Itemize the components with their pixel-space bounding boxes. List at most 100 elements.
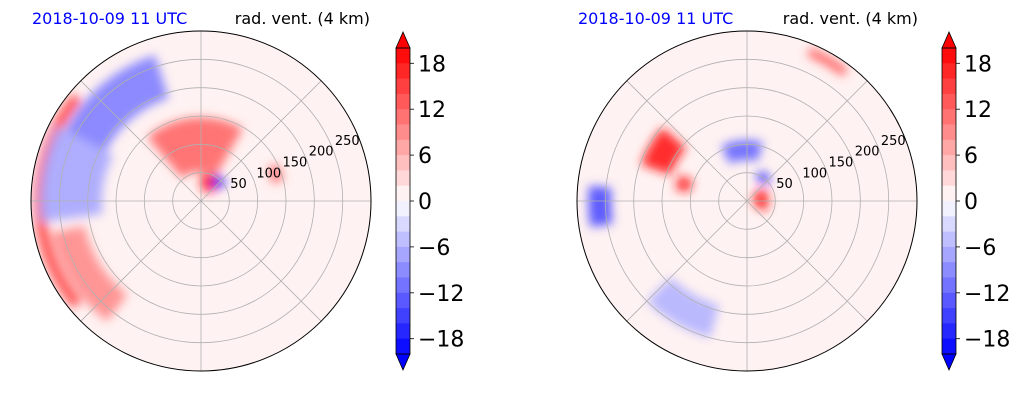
colorbar-level-17 — [942, 308, 956, 324]
polar-grid-1 — [577, 31, 917, 371]
colorbar-tick-label-4: 6 — [964, 144, 978, 169]
colorbar-level-12 — [942, 231, 956, 248]
inbound-echo-6 — [39, 126, 113, 223]
title-left-1: 2018-10-09 11 UTC — [578, 9, 733, 28]
inbound-echo-7 — [210, 173, 227, 190]
colorbar-level-14 — [942, 262, 956, 278]
colorbar-level-4 — [942, 109, 956, 125]
colorbar-level-8 — [396, 170, 410, 187]
colorbar-tick-label-2: −6 — [964, 236, 996, 261]
colorbar-level-11 — [396, 216, 410, 232]
polar-panel-right: 2018-10-09 11 UTC rad. vent. (4 km) 50 10… — [576, 9, 1010, 372]
colorbar-level-16 — [396, 292, 410, 309]
colorbar-level-5 — [942, 124, 956, 141]
colorbar-tick-label-0: −18 — [964, 328, 1010, 353]
r-tick-label-3: 200 — [855, 145, 880, 160]
colorbar-tick-label-5: 12 — [418, 98, 446, 123]
colorbar-level-4 — [396, 109, 410, 125]
colorbar-extend-max — [395, 31, 411, 49]
outbound-echo-4 — [33, 93, 82, 309]
outbound-echo-0 — [641, 127, 687, 175]
grid-spoke-225 — [626, 200, 748, 322]
title-left-0: 2018-10-09 11 UTC — [32, 9, 187, 28]
grid-spoke-225 — [80, 200, 202, 322]
colorbar-level-7 — [942, 155, 956, 171]
outbound-echo-2 — [752, 187, 769, 212]
colorbar-level-3 — [942, 93, 956, 110]
colorbar-level-8 — [942, 170, 956, 187]
colorbar-level-7 — [396, 155, 410, 171]
r-tick-label-2: 150 — [283, 156, 308, 171]
polar-frame-1 — [576, 30, 918, 372]
colorbar-1: −18 −12 −6 0 6 12 18 — [941, 31, 1010, 371]
grid-spoke-315 — [746, 200, 868, 322]
grid-spoke-135 — [626, 80, 748, 202]
colorbar-level-11 — [942, 216, 956, 232]
r-tick-label-1: 100 — [802, 166, 827, 181]
title-right-1: rad. vent. (4 km) — [783, 9, 918, 28]
colorbar-level-6 — [396, 139, 410, 156]
colorbar-tick-label-1: −12 — [418, 282, 464, 307]
colorbar-tick-label-5: 12 — [964, 98, 992, 123]
colorbar-level-19 — [396, 338, 410, 355]
outbound-echo-1 — [675, 175, 693, 192]
colorbar-level-19 — [942, 338, 956, 355]
outbound-echo-3 — [51, 225, 128, 322]
inbound-echo-5 — [65, 55, 169, 152]
colorbar-tick-label-3: 0 — [964, 190, 978, 215]
inbound-echo-5 — [588, 185, 613, 228]
colorbar-level-18 — [396, 323, 410, 340]
colorbar-level-3 — [396, 93, 410, 110]
r-tick-label-0: 50 — [230, 177, 247, 192]
colorbar-0: −18 −12 −6 0 6 12 18 — [395, 31, 464, 371]
colorbar-level-1 — [396, 63, 410, 79]
r-tick-label-2: 150 — [829, 156, 854, 171]
colorbar-tick-label-2: −6 — [418, 236, 450, 261]
colorbar-tick-label-4: 6 — [418, 144, 432, 169]
r-tick-label-4: 250 — [335, 134, 360, 149]
colorbar-level-13 — [396, 246, 410, 263]
title-right-0: rad. vent. (4 km) — [235, 9, 370, 28]
polar-frame-0 — [30, 30, 372, 372]
colorbar-tick-label-6: 18 — [964, 52, 992, 77]
colorbar-level-2 — [396, 78, 410, 95]
colorbar-level-10 — [942, 201, 956, 217]
colorbar-extend-min — [941, 353, 957, 371]
colorbar-tick-label-6: 18 — [418, 52, 446, 77]
colorbar-level-18 — [942, 323, 956, 340]
colorbar-level-15 — [396, 277, 410, 294]
colorbar-level-9 — [942, 185, 956, 202]
r-tick-label-0: 50 — [776, 177, 793, 192]
grid-spoke-315 — [200, 200, 322, 322]
colorbar-level-13 — [942, 246, 956, 263]
colorbar-tick-label-1: −12 — [964, 282, 1010, 307]
polar-panel-left: 2018-10-09 11 UTC rad. vent. (4 km) 50 10… — [30, 9, 464, 372]
colorbar-level-2 — [942, 78, 956, 95]
outbound-echo-0 — [147, 117, 243, 179]
colorbar-level-12 — [396, 231, 410, 248]
colorbar-level-14 — [396, 262, 410, 278]
colorbar-level-16 — [942, 292, 956, 309]
colorbar-level-1 — [942, 63, 956, 79]
outbound-echo-3 — [807, 47, 848, 77]
grid-spoke-45 — [200, 80, 322, 202]
colorbar-level-10 — [396, 201, 410, 217]
colorbar-level-6 — [942, 139, 956, 156]
colorbar-level-15 — [942, 277, 956, 294]
colorbar-tick-label-0: −18 — [418, 328, 464, 353]
grid-spoke-45 — [746, 80, 868, 202]
colorbar-level-5 — [396, 124, 410, 141]
r-tick-label-3: 200 — [309, 145, 334, 160]
inbound-echo-7 — [646, 277, 720, 338]
r-tick-label-1: 100 — [256, 166, 281, 181]
r-tick-label-4: 250 — [881, 134, 906, 149]
colorbar-level-0 — [396, 48, 410, 64]
colorbar-extend-max — [941, 31, 957, 49]
colorbar-tick-label-3: 0 — [418, 190, 432, 215]
colorbar-level-0 — [942, 48, 956, 64]
colorbar-level-9 — [396, 185, 410, 202]
grid-spoke-135 — [80, 80, 202, 202]
polar-grid-0 — [31, 31, 371, 371]
